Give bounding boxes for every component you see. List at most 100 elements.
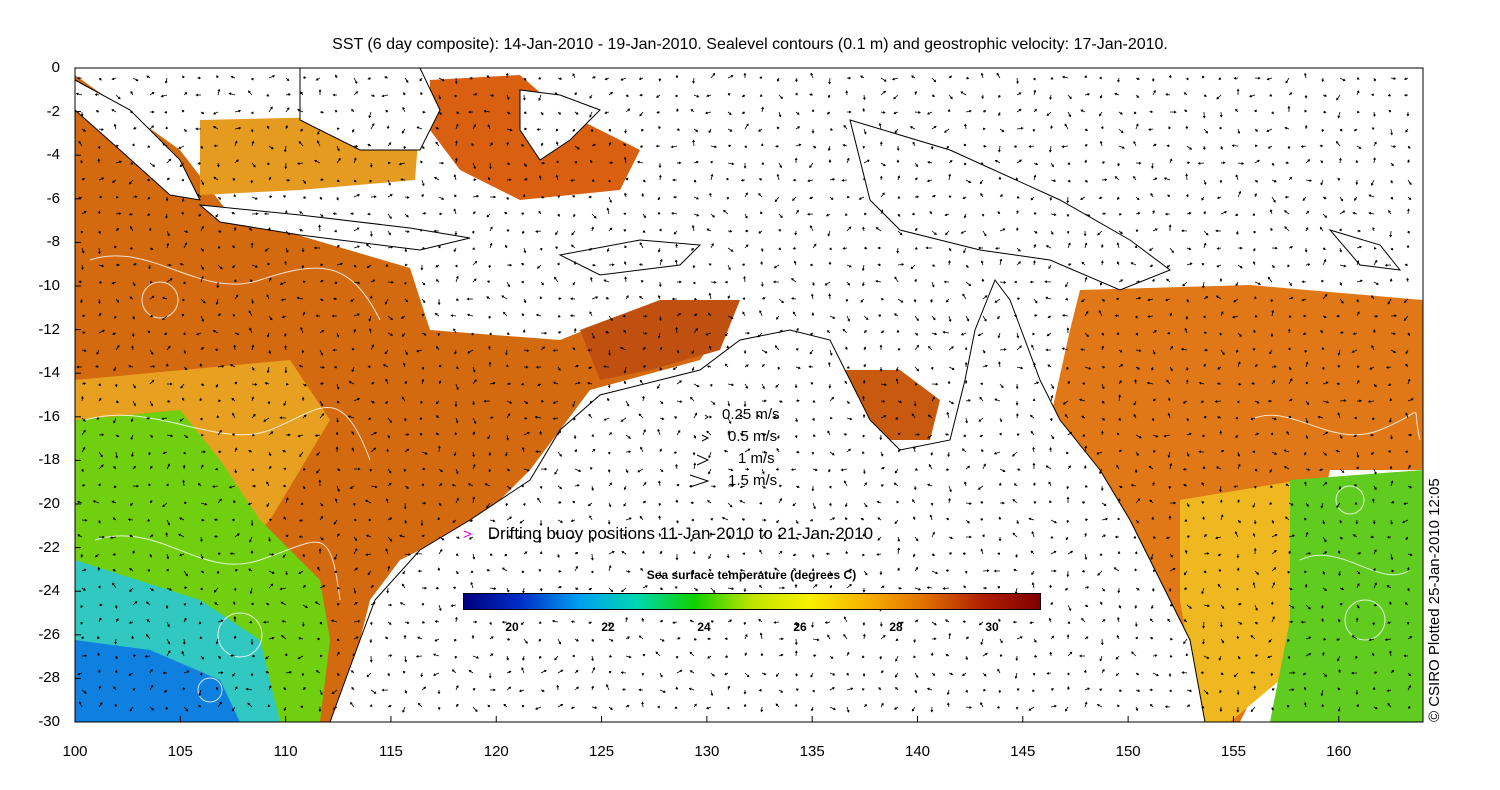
velocity-vector <box>659 468 664 473</box>
velocity-vector <box>268 277 272 283</box>
velocity-vector <box>404 621 410 625</box>
velocity-vector <box>301 264 305 269</box>
velocity-vector <box>1386 689 1392 692</box>
velocity-vector <box>812 417 815 421</box>
velocity-vector <box>232 178 236 181</box>
velocity-vector <box>1237 655 1241 660</box>
velocity-vector <box>1082 382 1086 386</box>
velocity-vector <box>572 281 576 286</box>
axis-ticks <box>74 67 1340 723</box>
velocity-vector <box>744 229 749 233</box>
velocity-vector <box>863 246 868 250</box>
velocity-vector <box>334 553 338 560</box>
velocity-vector <box>129 502 134 506</box>
velocity-vector <box>625 295 629 300</box>
velocity-vector <box>655 144 661 148</box>
velocity-vector <box>727 400 731 407</box>
velocity-vector <box>1050 635 1055 640</box>
velocity-vector <box>283 706 287 712</box>
velocity-vector <box>948 672 954 676</box>
velocity-vector <box>658 281 662 288</box>
velocity-vector <box>1305 417 1309 424</box>
velocity-vector <box>522 230 525 235</box>
velocity-vector <box>416 126 423 130</box>
velocity-vector <box>421 378 425 385</box>
velocity-vector <box>863 128 867 135</box>
velocity-vector <box>1167 618 1171 623</box>
velocity-vector <box>212 485 219 488</box>
velocity-vector <box>1134 551 1138 555</box>
velocity-vector <box>234 447 238 453</box>
velocity-vector <box>897 621 904 624</box>
velocity-vector <box>1186 604 1192 609</box>
velocity-vector <box>792 247 797 250</box>
velocity-vector <box>1267 145 1273 149</box>
velocity-vector <box>251 111 254 115</box>
velocity-vector <box>454 194 457 198</box>
velocity-vector <box>944 128 950 133</box>
velocity-vector <box>197 76 202 80</box>
velocity-vector <box>1133 536 1137 539</box>
velocity-vector <box>1149 688 1154 692</box>
velocity-vector <box>300 91 304 96</box>
velocity-vector <box>353 587 357 594</box>
velocity-vector <box>691 366 695 372</box>
y-tick-label: -28 <box>38 669 60 687</box>
velocity-vector <box>421 313 425 317</box>
velocity-vector <box>301 247 305 253</box>
velocity-vector <box>183 434 189 439</box>
velocity-vector <box>726 196 730 200</box>
velocity-vector <box>352 502 356 507</box>
velocity-vector <box>438 380 442 385</box>
velocity-vector <box>1118 449 1122 453</box>
velocity-vector <box>319 298 324 301</box>
velocity-vector <box>829 584 833 589</box>
velocity-vector <box>404 655 408 663</box>
velocity-vector <box>894 519 899 525</box>
velocity-vector <box>385 400 389 405</box>
velocity-vector <box>999 280 1007 284</box>
velocity-vector <box>945 569 950 572</box>
velocity-vector <box>795 688 799 691</box>
velocity-vector <box>506 178 512 182</box>
velocity-vector <box>181 397 185 402</box>
velocity-vector <box>435 432 440 436</box>
velocity-vector <box>283 145 287 153</box>
velocity-vector <box>1031 530 1035 538</box>
velocity-vector <box>166 230 170 237</box>
velocity-vector <box>691 518 695 522</box>
velocity-vector <box>162 143 168 147</box>
velocity-vector <box>591 685 594 691</box>
velocity-vector <box>454 638 457 642</box>
velocity-vector <box>812 689 815 693</box>
velocity-vector <box>846 110 852 114</box>
velocity-vector <box>233 587 237 592</box>
map-title: SST (6 day composite): 14-Jan-2010 - 19-… <box>332 36 1168 53</box>
velocity-vector <box>467 349 474 354</box>
velocity-vector <box>693 297 698 301</box>
velocity-vector <box>693 213 700 217</box>
velocity-vector <box>523 551 528 555</box>
velocity-vector <box>676 483 680 487</box>
velocity-vector <box>417 569 423 573</box>
velocity-vector <box>1271 162 1275 166</box>
velocity-vector <box>1016 261 1021 266</box>
velocity-vector <box>1202 621 1205 629</box>
velocity-vector <box>109 536 117 539</box>
velocity-vector <box>1271 534 1278 538</box>
velocity-vector <box>98 77 102 81</box>
velocity-vector <box>1220 604 1225 610</box>
velocity-vector <box>997 552 1001 556</box>
velocity-vector <box>1149 110 1154 114</box>
velocity-vector <box>710 213 715 218</box>
velocity-vector <box>336 262 343 266</box>
velocity-vector <box>1046 111 1052 116</box>
velocity-vector <box>555 531 559 538</box>
velocity-vector <box>1305 604 1311 610</box>
velocity-vector <box>98 230 101 234</box>
velocity-vector <box>1372 686 1376 691</box>
velocity-vector <box>895 417 899 420</box>
velocity-vector <box>146 519 151 522</box>
velocity-vector <box>1118 145 1125 149</box>
velocity-vector <box>1067 621 1071 624</box>
